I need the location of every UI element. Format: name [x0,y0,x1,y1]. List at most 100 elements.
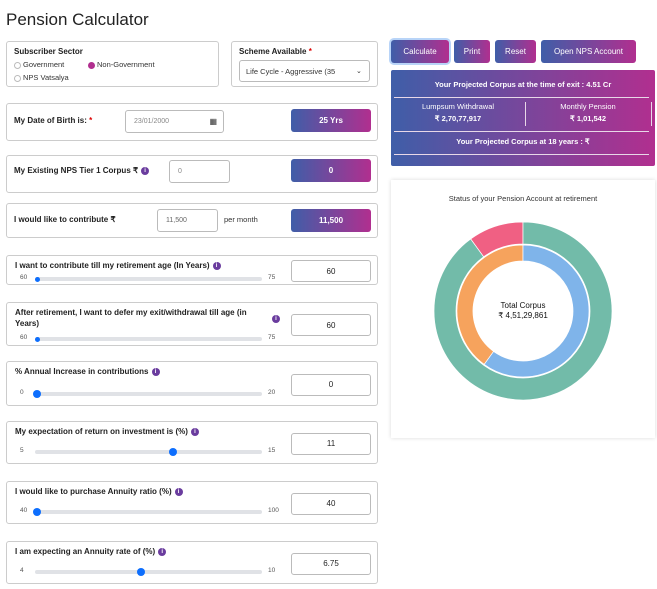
radio-non-government[interactable]: Non-Government [88,60,155,69]
corpus-18: Your Projected Corpus at 18 years : ₹ [456,137,590,146]
scheme-label: Scheme Available * [239,47,312,56]
donut-chart [433,221,613,401]
existing-corpus-card: My Existing NPS Tier 1 Corpus ₹ i 0 0 [6,155,378,193]
scheme-card: Scheme Available * Life Cycle - Aggressi… [231,41,378,87]
contribution-input[interactable]: 11,500 [157,209,218,232]
dob-card: My Date of Birth is: * 23/01/2000 ▦ 25 Yr… [6,103,378,141]
slider-thumb[interactable] [169,448,178,456]
lumpsum-value: ₹ 2,70,77,917 [434,114,482,123]
dob-label: My Date of Birth is: * [14,116,93,125]
slider-max: 75 [268,274,276,281]
info-icon[interactable]: i [212,261,221,270]
slider-track[interactable] [35,448,262,456]
slider-card: My expectation of return on investment i… [6,421,378,464]
slider-max: 20 [268,389,276,396]
radio-label: NPS Vatsalya [23,73,69,82]
radio-nps-vatsalya[interactable]: NPS Vatsalya [14,73,69,82]
corpus-result: 0 [291,159,371,182]
slider-label: I would like to purchase Annuity ratio (… [15,486,290,497]
info-icon[interactable]: i [272,315,280,323]
lumpsum-label: Lumpsum Withdrawal [421,102,495,111]
slider-min: 40 [20,507,28,514]
slider-max: 15 [268,447,276,454]
scheme-value: Life Cycle - Aggressive (35 [246,66,336,76]
calendar-icon: ▦ [209,117,217,126]
age-result: 25 Yrs [291,109,371,132]
radio-icon [14,74,21,82]
slider-min: 5 [20,447,24,454]
slider-card: After retirement, I want to defer my exi… [6,302,378,346]
slider-value-input[interactable]: 6.75 [291,552,371,575]
slider-card: I would like to purchase Annuity ratio (… [6,481,378,524]
open-nps-account-button[interactable]: Open NPS Account [541,40,636,63]
slider-thumb[interactable] [33,508,42,516]
slider-max: 75 [268,334,276,341]
slider-max: 100 [268,507,279,514]
print-button[interactable]: Print [454,40,490,63]
contribution-result: 11,500 [291,209,371,232]
pension-value: ₹ 1,01,542 [569,114,607,123]
radio-selected-icon [88,61,95,69]
chevron-down-icon: ⌄ [356,68,362,75]
slider-card: I want to contribute till my retirement … [6,255,378,285]
center-value: ₹ 4,51,29,861 [498,311,548,320]
results-panel: Your Projected Corpus at the time of exi… [391,70,655,166]
center-label: Total Corpus [500,301,546,310]
slider-max: 10 [268,567,276,574]
radio-label: Non-Government [97,60,155,69]
slider-value-input[interactable]: 40 [291,492,371,515]
slider-track[interactable] [35,568,262,576]
slider-min: 0 [20,389,24,396]
info-icon[interactable]: i [151,367,160,376]
slider-thumb[interactable] [137,568,146,576]
slider-label: After retirement, I want to defer my exi… [15,308,247,328]
dob-value: 23/01/2000 [134,118,170,125]
info-icon[interactable]: i [141,166,150,175]
scheme-select[interactable]: Life Cycle - Aggressive (35 ⌄ [239,60,370,82]
slider-thumb[interactable] [33,390,42,398]
info-icon[interactable]: i [174,487,183,496]
slider-track[interactable] [33,508,262,516]
calculate-button[interactable]: Calculate [391,40,449,63]
exit-corpus: Your Projected Corpus at the time of exi… [434,80,612,89]
per-month-label: per month [224,215,258,224]
slider-thumb[interactable] [34,336,40,342]
info-icon[interactable]: i [190,427,199,436]
chart-title: Status of your Pension Account at retire… [448,194,598,203]
slider-value-input[interactable]: 11 [291,432,371,455]
sector-label: Subscriber Sector [14,47,83,56]
info-icon[interactable]: i [158,547,167,556]
slider-label: I want to contribute till my retirement … [15,260,290,271]
slider-track[interactable] [34,276,262,282]
subscriber-sector-card: Subscriber Sector Government Non-Governm… [6,41,219,87]
slider-label: My expectation of return on investment i… [15,426,290,437]
page-title: Pension Calculator [6,10,149,29]
pension-label: Monthly Pension [560,102,616,111]
dob-input[interactable]: 23/01/2000 ▦ [125,110,224,133]
corpus-input[interactable]: 0 [169,160,230,183]
slider-card: % Annual Increase in contributions i 0 20… [6,361,378,406]
slider-value-input[interactable]: 60 [291,260,371,282]
slider-track[interactable] [34,336,262,342]
outer-slice-1[interactable] [433,221,613,401]
slider-thumb[interactable] [34,276,40,282]
slider-min: 4 [20,567,24,574]
radio-label: Government [23,60,65,69]
slider-value-input[interactable]: 0 [291,373,371,396]
reset-button[interactable]: Reset [495,40,536,63]
slider-label: % Annual Increase in contributions i [15,366,290,377]
slider-min: 60 [20,274,28,281]
chart-card: Status of your Pension Account at retire… [391,180,655,438]
slider-card: I am expecting an Annuity rate of (%) i 4… [6,541,378,584]
corpus-label: My Existing NPS Tier 1 Corpus ₹ i [14,166,150,175]
slider-label: I am expecting an Annuity rate of (%) i [15,546,290,557]
contribute-label: I would like to contribute ₹ [14,215,116,224]
slider-value-input[interactable]: 60 [291,314,371,336]
radio-government[interactable]: Government [14,60,64,69]
radio-icon [14,61,21,69]
inner-slice-1[interactable] [483,244,590,378]
slider-track[interactable] [33,390,262,398]
slider-min: 60 [20,334,28,341]
contribution-value: 11,500 [166,217,187,224]
contribution-card: I would like to contribute ₹ 11,500 per … [6,203,378,238]
